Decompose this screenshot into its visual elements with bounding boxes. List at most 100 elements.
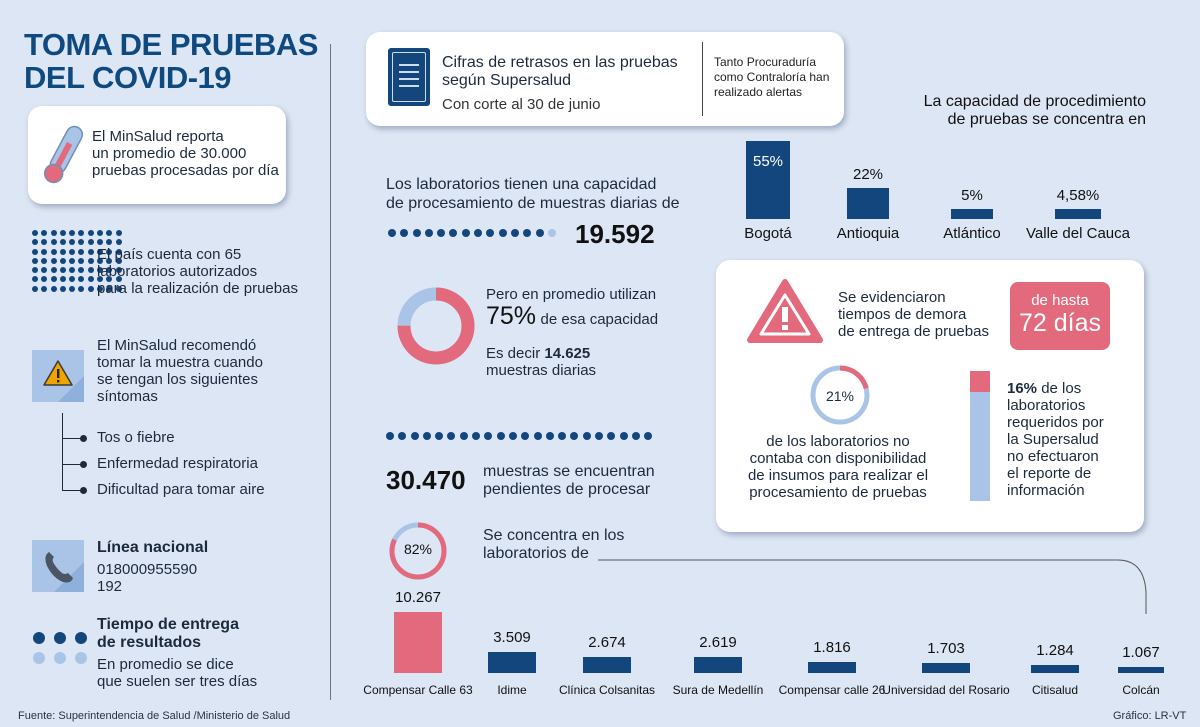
lab-dot [87, 257, 94, 264]
lab-dot [69, 276, 76, 283]
delivery-title: Tiempo de entrega de resultados [97, 616, 239, 651]
lab-dot [97, 230, 104, 236]
delays-header-card: Cifras de retrasos en las pruebas según … [366, 32, 844, 126]
lab-dot [106, 267, 113, 274]
lab-value-label: 1.067 [1122, 643, 1160, 661]
lab-dot [106, 257, 113, 264]
lab-dot [87, 276, 94, 283]
lab-bar [1118, 666, 1164, 673]
lab-dot [97, 257, 104, 264]
lab-dot [41, 285, 48, 292]
labs-dot-grid [32, 230, 122, 292]
usage-percent: 75% [486, 302, 537, 330]
lab-category-label: Sura de Medellín [672, 683, 764, 697]
delays-note: Tanto Procuraduría como Contraloría han … [714, 55, 830, 99]
lab-dot [115, 257, 122, 264]
lab-dot [78, 285, 85, 292]
lab-dot [97, 267, 104, 274]
lab-bar [808, 662, 856, 673]
lab-dot [32, 239, 38, 246]
lab-dot [87, 267, 94, 274]
capacity-text: Los laboratorios tienen una capacidad de… [386, 176, 680, 212]
delivery-time: Tiempo de entrega de resultados En prome… [97, 616, 257, 690]
lab-dot [69, 285, 76, 292]
minsalud-report-text: El MinSalud reporta un promedio de 30.00… [92, 128, 279, 179]
lab-category-label: Colcán [1122, 683, 1160, 697]
lab-dot [106, 248, 113, 255]
lab-dot [41, 248, 48, 255]
lab-dot [78, 239, 85, 246]
lab-category-label: Citisalud [1031, 683, 1079, 697]
lab-dot [59, 285, 66, 292]
lab-value-label: 1.284 [1036, 642, 1074, 660]
lab-dot [106, 276, 113, 283]
lab-dot [97, 239, 104, 246]
insumos-ring [810, 365, 870, 425]
region-bar [951, 209, 993, 219]
lab-dot [97, 285, 104, 292]
lab-dot [59, 230, 66, 236]
lab-dot [69, 230, 76, 236]
lab-bar [1031, 665, 1079, 673]
lab-dot [69, 257, 76, 264]
report-text: 16% de los laboratorios requeridos por l… [1007, 380, 1104, 499]
lab-dot [50, 267, 57, 274]
lab-dot [78, 230, 85, 236]
lab-dot [32, 276, 38, 283]
delivery-dots [33, 632, 87, 664]
lab-dot [41, 276, 48, 283]
lab-dot [106, 230, 113, 236]
lab-dot [59, 276, 66, 283]
lab-dot [115, 239, 122, 246]
lab-category-label: Compensar calle 26 [778, 683, 886, 697]
region-bar [1055, 209, 1101, 219]
lab-dot [78, 248, 85, 255]
national-line-short: 192 [97, 578, 123, 595]
national-line-title: Línea nacional [97, 539, 209, 556]
lab-dot [32, 285, 38, 292]
thermometer-icon [43, 125, 84, 184]
lab-category-label: Clínica Colsanitas [558, 683, 656, 697]
lab-dot [32, 230, 38, 236]
usage-intro: Pero en promedio utilizan [486, 286, 657, 303]
lab-dot [69, 239, 76, 246]
lab-dot [87, 285, 94, 292]
warning-triangle-icon [747, 279, 823, 343]
lab-dot [59, 267, 66, 274]
lab-dot [41, 267, 48, 274]
lab-bar [694, 657, 742, 673]
region-value-label: 22% [852, 165, 884, 183]
lab-dot [50, 285, 57, 292]
lab-dot [97, 248, 104, 255]
region-category-label: Bogotá [744, 225, 792, 242]
lab-dot [87, 239, 94, 246]
lab-category-label: Compensar Calle 63 [363, 683, 473, 697]
lab-dot [59, 239, 66, 246]
region-category-label: Valle del Cauca [1026, 225, 1130, 242]
connector-line [598, 559, 1147, 614]
lab-dot [59, 248, 66, 255]
report-bar [970, 371, 990, 501]
region-bar [746, 141, 790, 219]
lab-dot [41, 239, 48, 246]
lab-dot [41, 257, 48, 264]
lab-dot [115, 230, 122, 236]
lab-dot [115, 285, 122, 292]
lab-dot [50, 276, 57, 283]
delay-text: Se evidenciaron tiempos de demora de ent… [838, 289, 989, 340]
national-line-number: 018000955590 [97, 561, 198, 578]
minsalud-report-card: El MinSalud reporta un promedio de 30.00… [28, 106, 286, 204]
labs-text: El país cuenta con 65 laboratorios autor… [97, 246, 298, 297]
delivery-text: En promedio se dice que suelen ser tres … [97, 656, 258, 690]
recommend-text: El MinSalud recomendó tomar la muestra c… [97, 337, 263, 405]
delay-card: Se evidenciaron tiempos de demora de ent… [716, 260, 1144, 532]
lab-dot [78, 257, 85, 264]
usage-donut [397, 287, 475, 365]
lab-dot [106, 239, 113, 246]
lab-value-label: 10.267 [395, 589, 441, 606]
lab-dot [69, 248, 76, 255]
usage-line: 75% de esa capacidad [486, 302, 659, 330]
concentration-text: Se concentra en los laboratorios de [483, 527, 625, 562]
lab-dot [115, 267, 122, 274]
lab-category-label: Universidad del Rosario [882, 683, 1010, 697]
